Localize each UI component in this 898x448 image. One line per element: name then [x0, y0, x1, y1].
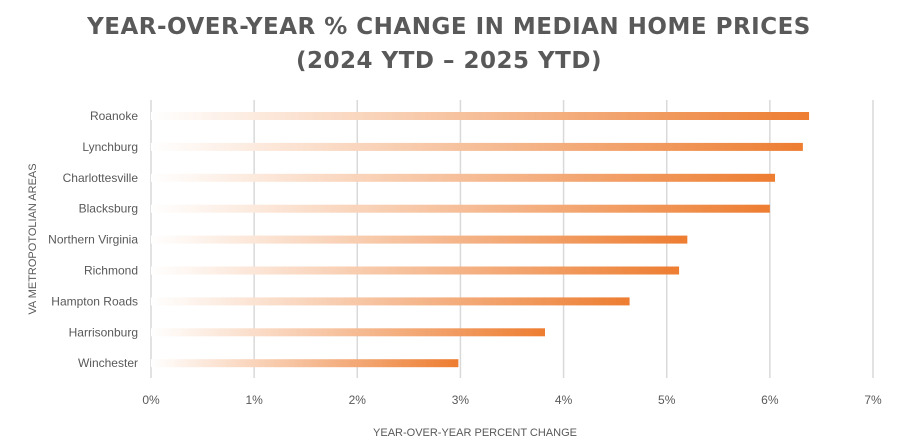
- bar-charlottesville: [151, 173, 776, 182]
- bar-winchester: [151, 359, 459, 368]
- bar-hampton-roads: [151, 297, 630, 306]
- x-tick-label: 0%: [142, 393, 160, 407]
- x-tick-label: 5%: [658, 393, 676, 407]
- x-tick-label: 3%: [452, 393, 470, 407]
- x-tick-label: 7%: [864, 393, 882, 407]
- bar-harrisonburg: [151, 328, 546, 337]
- x-tick-labels: 0% 1% 2% 3% 4% 5% 6% 7%: [142, 393, 882, 407]
- category-label: Lynchburg: [82, 140, 138, 154]
- bars: [151, 112, 810, 368]
- bar-lynchburg: [151, 142, 803, 151]
- bar-northern-virginia: [151, 235, 688, 244]
- category-label: Northern Virginia: [48, 233, 138, 247]
- category-label: Harrisonburg: [69, 325, 138, 339]
- category-label: Richmond: [84, 264, 138, 278]
- x-tick-label: 1%: [245, 393, 263, 407]
- bar-blacksburg: [151, 204, 770, 213]
- x-tick-label: 6%: [761, 393, 779, 407]
- bar-richmond: [151, 266, 680, 275]
- chart-title: YEAR-OVER-YEAR % CHANGE IN MEDIAN HOME P…: [87, 14, 811, 40]
- category-label: Winchester: [78, 356, 138, 370]
- category-label: Blacksburg: [79, 202, 138, 216]
- category-label: Hampton Roads: [51, 294, 138, 308]
- x-axis-title: YEAR-OVER-YEAR PERCENT CHANGE: [373, 427, 577, 439]
- x-tick-label: 4%: [555, 393, 573, 407]
- chart-subtitle: (2024 YTD – 2025 YTD): [296, 48, 602, 74]
- bar-roanoke: [151, 112, 810, 120]
- x-tick-label: 2%: [349, 393, 367, 407]
- category-label: Roanoke: [90, 109, 138, 123]
- category-label: Charlottesville: [63, 171, 139, 185]
- category-labels: Roanoke Lynchburg Charlottesville Blacksbur…: [48, 109, 138, 370]
- y-axis-title: VA METROPOTOLIAN AREAS: [27, 163, 39, 314]
